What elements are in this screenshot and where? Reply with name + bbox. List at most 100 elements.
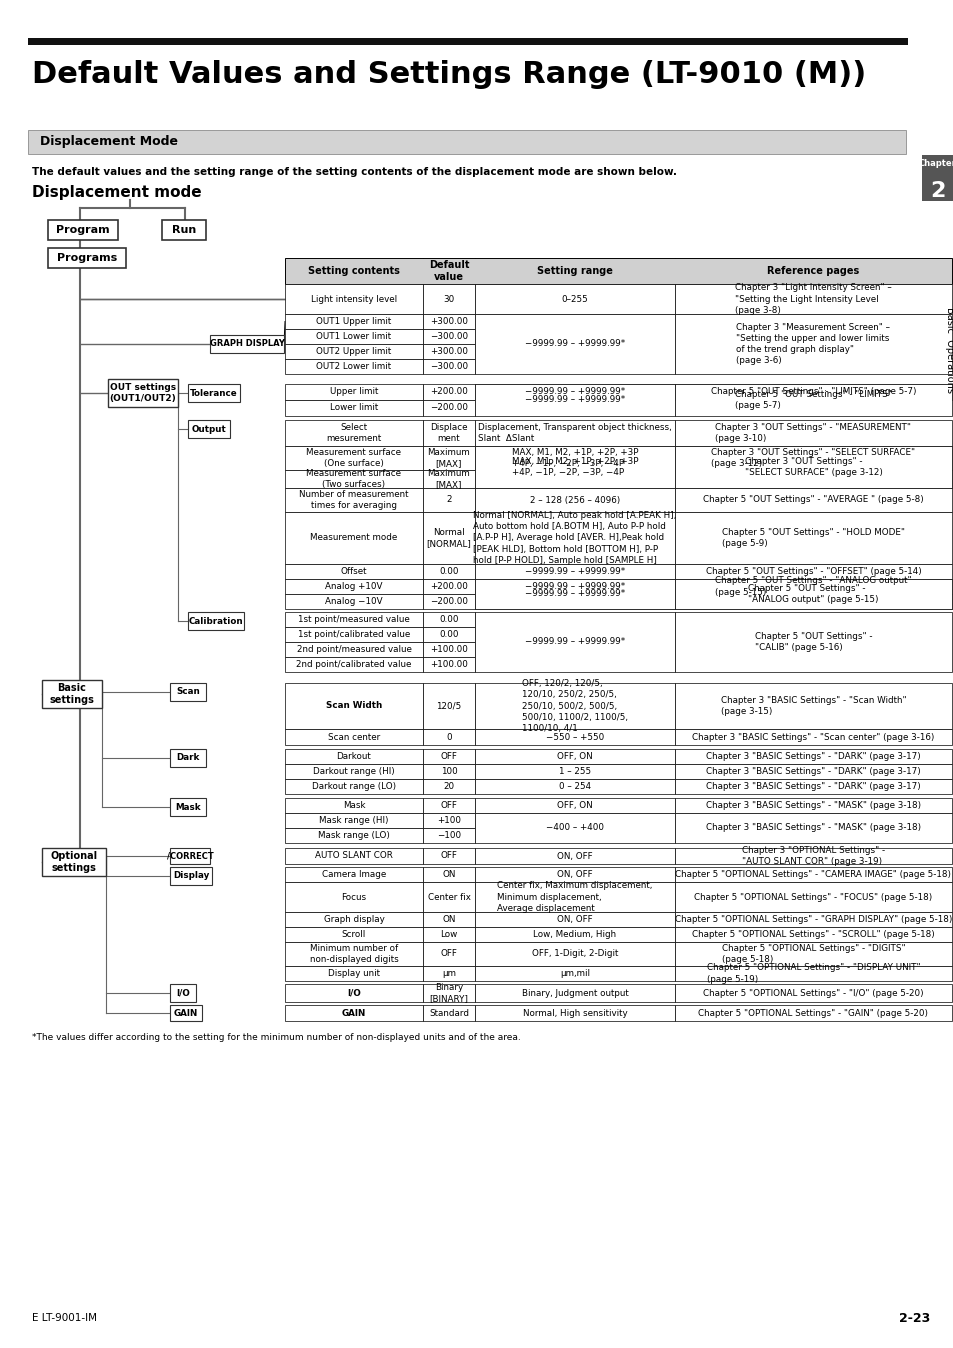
Bar — [170, 984, 195, 1002]
Bar — [285, 594, 422, 609]
Text: 100: 100 — [440, 767, 456, 776]
Text: Mask: Mask — [175, 802, 200, 811]
Bar — [188, 384, 240, 402]
Bar — [162, 220, 206, 240]
Text: Chapter 3 "OUT Settings" - "SELECT SURFACE"
(page 3-12): Chapter 3 "OUT Settings" - "SELECT SURFA… — [711, 448, 915, 468]
Bar — [675, 813, 951, 842]
Bar — [170, 848, 210, 864]
Bar — [675, 984, 951, 1002]
Text: Displacement, Transparent object thickness,
Slant  ΔSlant: Displacement, Transparent object thickne… — [477, 423, 671, 443]
Bar — [285, 642, 422, 656]
Bar — [422, 798, 475, 813]
Text: 2 – 128 (256 – 4096): 2 – 128 (256 – 4096) — [529, 496, 619, 504]
Text: +300.00: +300.00 — [430, 346, 468, 356]
Text: Measurement surface
(One surface): Measurement surface (One surface) — [306, 448, 401, 468]
Text: OFF, 1-Digit, 2-Digit: OFF, 1-Digit, 2-Digit — [531, 949, 618, 958]
Text: Setting contents: Setting contents — [308, 266, 399, 276]
Text: Basic  Operations: Basic Operations — [944, 307, 953, 394]
Text: Chapter 3 "BASIC Settings" - "DARK" (page 3-17): Chapter 3 "BASIC Settings" - "DARK" (pag… — [705, 782, 920, 791]
Text: GRAPH DISPLAY: GRAPH DISPLAY — [210, 340, 284, 349]
Bar — [285, 563, 422, 580]
Bar — [422, 913, 475, 927]
Bar — [422, 683, 475, 729]
Text: GAIN: GAIN — [341, 1008, 366, 1018]
Bar — [475, 384, 675, 400]
Bar — [285, 384, 422, 400]
Text: /CORRECT: /CORRECT — [167, 852, 213, 860]
Bar — [921, 155, 953, 181]
Bar — [422, 512, 475, 563]
Text: 2: 2 — [929, 181, 944, 201]
Text: ON, OFF: ON, OFF — [557, 852, 592, 860]
Text: Mask: Mask — [342, 801, 365, 810]
Bar — [285, 344, 422, 359]
Text: −9999.99 – +9999.99*: −9999.99 – +9999.99* — [524, 568, 624, 576]
Text: Graph display: Graph display — [323, 915, 384, 923]
Bar — [475, 612, 675, 673]
Bar — [42, 848, 106, 876]
Bar — [675, 446, 951, 470]
Text: GAIN: GAIN — [173, 1008, 198, 1018]
Bar — [675, 867, 951, 882]
Text: Chapter 5 "OUT Settings" - "ANALOG output"
(page 5-15): Chapter 5 "OUT Settings" - "ANALOG outpu… — [715, 577, 911, 597]
Bar — [422, 580, 475, 594]
Text: OUT2 Upper limit: OUT2 Upper limit — [316, 346, 392, 356]
Bar — [48, 248, 126, 268]
Text: Scan center: Scan center — [328, 732, 379, 741]
Text: Camera Image: Camera Image — [321, 869, 386, 879]
Bar — [422, 563, 475, 580]
Text: Maximum
[MAX]: Maximum [MAX] — [427, 469, 470, 489]
Text: 1st point/calibrated value: 1st point/calibrated value — [297, 630, 410, 639]
Bar — [285, 400, 422, 417]
Text: 2nd point/calibrated value: 2nd point/calibrated value — [296, 661, 412, 669]
Bar — [422, 882, 475, 913]
Bar — [675, 612, 951, 673]
Text: Programs: Programs — [57, 253, 117, 263]
Bar — [475, 798, 675, 813]
Text: Program: Program — [56, 225, 110, 235]
Bar — [285, 612, 422, 627]
Bar — [675, 848, 951, 864]
Bar — [675, 580, 951, 609]
Bar — [285, 284, 422, 314]
Text: Scan Width: Scan Width — [326, 701, 382, 710]
Text: Calibration: Calibration — [189, 616, 243, 625]
Bar — [422, 656, 475, 673]
Bar — [285, 488, 422, 512]
Text: *The values differ according to the setting for the minimum number of non-displa: *The values differ according to the sett… — [32, 1033, 520, 1042]
Text: Scroll: Scroll — [341, 930, 366, 940]
Bar — [675, 384, 951, 417]
Bar — [285, 683, 422, 729]
Bar — [475, 446, 675, 488]
Bar — [675, 421, 951, 446]
Text: −9999.99 – +9999.99*: −9999.99 – +9999.99* — [524, 638, 624, 647]
Bar — [422, 749, 475, 764]
Bar — [422, 400, 475, 417]
Text: 1st point/measured value: 1st point/measured value — [297, 615, 410, 624]
Bar — [422, 284, 475, 314]
Text: Displacement Mode: Displacement Mode — [40, 136, 178, 148]
Text: Chapter 5 "OUT Settings" - "AVERAGE " (page 5-8): Chapter 5 "OUT Settings" - "AVERAGE " (p… — [702, 496, 923, 504]
Bar — [475, 729, 675, 745]
Bar — [285, 927, 422, 942]
Text: −9999.99 – +9999.99*: −9999.99 – +9999.99* — [524, 387, 624, 396]
Bar — [475, 779, 675, 794]
Text: OFF: OFF — [440, 949, 456, 958]
Bar — [422, 314, 475, 329]
Bar — [675, 512, 951, 563]
Bar — [285, 729, 422, 745]
Text: 2nd point/measured value: 2nd point/measured value — [296, 644, 411, 654]
Text: ON, OFF: ON, OFF — [557, 915, 592, 923]
Text: Chapter 5 "OUT Settings" - "HOLD MODE"
(page 5-9): Chapter 5 "OUT Settings" - "HOLD MODE" (… — [721, 528, 904, 549]
Bar — [210, 336, 284, 353]
Text: I/O: I/O — [347, 988, 360, 998]
Text: Center fix, Maximum displacement,
Minimum displacement,
Average displacement: Center fix, Maximum displacement, Minimu… — [497, 882, 652, 913]
Bar — [675, 594, 951, 609]
Bar — [675, 764, 951, 779]
Text: 0.00: 0.00 — [438, 630, 458, 639]
Bar — [285, 882, 422, 913]
Text: 2: 2 — [446, 496, 452, 504]
Text: Chapter 3 "OPTIONAL Settings" -
"AUTO SLANT COR" (page 3-19): Chapter 3 "OPTIONAL Settings" - "AUTO SL… — [741, 847, 884, 865]
Text: −550 – +550: −550 – +550 — [545, 732, 603, 741]
Bar — [475, 942, 675, 967]
